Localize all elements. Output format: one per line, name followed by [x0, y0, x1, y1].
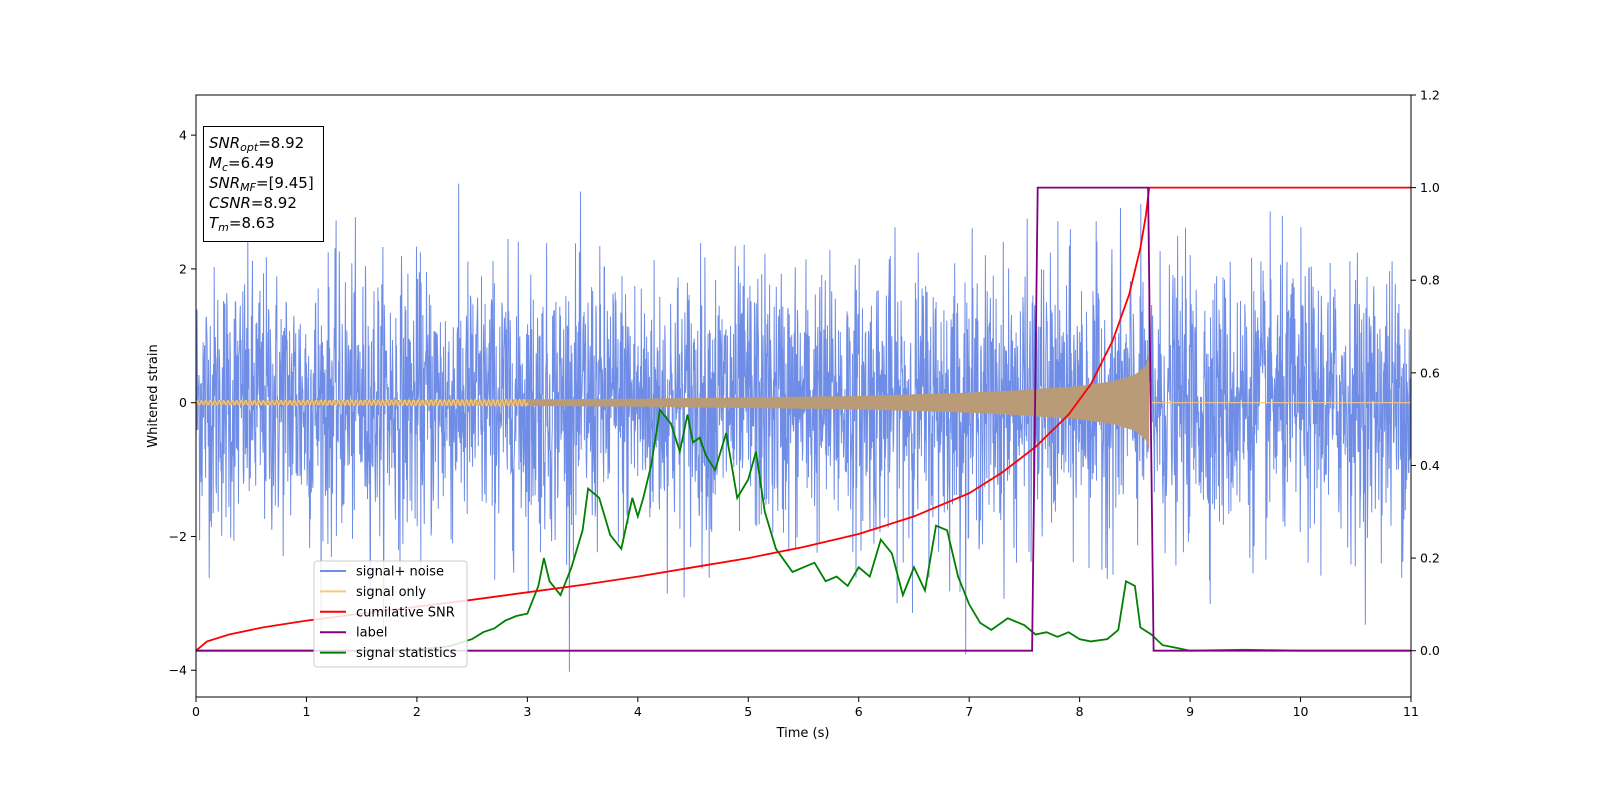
snr-annotation-box: SNRopt=8.92 Mc=6.49 SNRMF=[9.45] CSNR=8.…	[203, 126, 324, 242]
y-tick-label: 4	[179, 128, 187, 143]
legend: signal+ noise signal only cumilative SNR la…	[313, 560, 468, 668]
signal-only-series	[195, 355, 1411, 450]
y-tick-label: 2	[179, 261, 187, 276]
signal-noise-series	[195, 183, 1412, 672]
x-tick-label: 8	[1076, 704, 1084, 719]
tm-symbol: T	[209, 214, 219, 232]
csnr-row: CSNR=8.92	[209, 193, 323, 213]
signal-noise-line	[195, 183, 1412, 672]
tm-sub: m	[218, 221, 229, 234]
mc-sub: c	[221, 161, 229, 174]
y2-tick-label: 0.0	[1420, 643, 1440, 658]
x-tick-label: 0	[192, 704, 200, 719]
x-tick-label: 5	[744, 704, 752, 719]
x-tick-label: 1	[302, 704, 310, 719]
csnr-value: =8.92	[250, 194, 297, 212]
legend-signal-statistics-text: signal statistics	[356, 646, 457, 661]
y-tick-label: 0	[179, 395, 187, 410]
y2-tick-label: 1.2	[1420, 88, 1440, 103]
x-axis-label: Time (s)	[776, 726, 830, 741]
signal-statistics-line	[196, 407, 1411, 652]
snr-opt-sub: opt	[240, 141, 259, 154]
mc-symbol: M	[209, 154, 222, 172]
x-tick-label: 6	[855, 704, 863, 719]
y2-axis-ticks: 0.0 0.2 0.4 0.6 0.8 1.0 1.2	[1411, 88, 1440, 658]
mc-row: Mc=6.49	[209, 153, 323, 173]
x-axis-ticks: 0 1 2 3 4 5 6 7 8 9 10 11	[192, 697, 1419, 719]
legend-signal-noise-text: signal+ noise	[356, 565, 444, 580]
x-tick-label: 4	[634, 704, 642, 719]
y2-tick-label: 0.2	[1420, 551, 1440, 566]
csnr-symbol: CSNR	[209, 194, 251, 212]
y-axis-ticks: −4 −2 0 2 4	[169, 128, 196, 678]
snr-mf-value: =[9.45]	[256, 174, 314, 192]
x-tick-label: 2	[413, 704, 421, 719]
signal-only-line	[195, 398, 528, 408]
label-line	[196, 186, 1411, 652]
snr-opt-symbol: SNR	[209, 134, 241, 152]
y2-tick-label: 1.0	[1420, 180, 1440, 195]
tm-value: =8.63	[228, 214, 275, 232]
legend-cumulative-snr-text: cumilative SNR	[356, 605, 455, 620]
snr-opt-row: SNRopt=8.92	[209, 133, 323, 153]
y2-tick-label: 0.6	[1420, 365, 1440, 380]
mc-value: =6.49	[228, 154, 274, 172]
x-tick-label: 7	[965, 704, 973, 719]
y-axis-label: Whitened strain	[146, 344, 161, 447]
snr-opt-value: =8.92	[258, 134, 305, 152]
tm-row: Tm=8.63	[209, 213, 323, 233]
snr-mf-sub: MF	[240, 181, 256, 194]
snr-mf-symbol: SNR	[209, 174, 241, 192]
y-tick-label: −2	[169, 529, 187, 544]
x-tick-label: 3	[523, 704, 531, 719]
signal-only-envelope	[196, 355, 1150, 450]
snr-mf-row: SNRMF=[9.45]	[209, 173, 323, 193]
legend-box	[313, 560, 468, 668]
y2-tick-label: 0.4	[1420, 458, 1440, 473]
plot-border	[195, 94, 1412, 698]
x-tick-label: 9	[1186, 704, 1194, 719]
x-tick-label: 10	[1293, 704, 1309, 719]
legend-label-text: label	[356, 626, 387, 641]
y2-tick-label: 0.8	[1420, 273, 1440, 288]
legend-signal-only-text: signal only	[356, 585, 426, 600]
y-tick-label: −4	[169, 663, 187, 678]
x-tick-label: 11	[1403, 704, 1419, 719]
